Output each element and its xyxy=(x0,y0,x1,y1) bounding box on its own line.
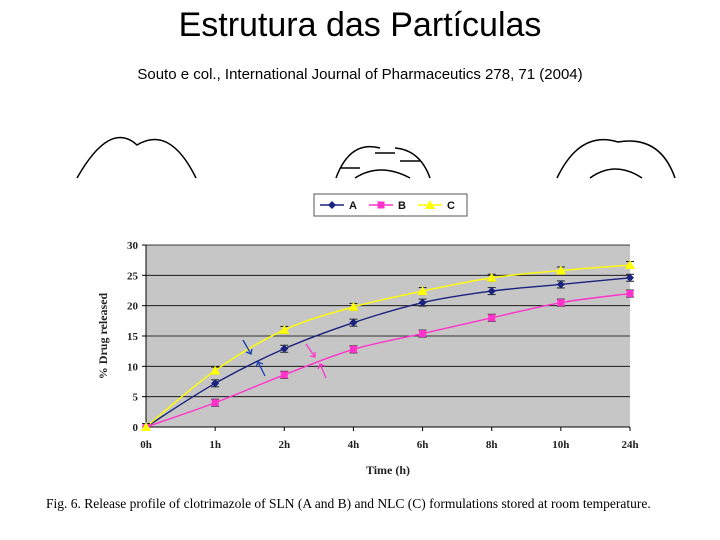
data-point-c xyxy=(625,260,635,270)
x-tick-label: 10h xyxy=(552,439,569,451)
data-point-c xyxy=(555,265,566,275)
slide-title: Estrutura das Partículas xyxy=(178,6,542,44)
particle-sketch-sln-b xyxy=(335,145,431,179)
data-point-b xyxy=(280,371,288,379)
data-point-b xyxy=(211,399,219,407)
particle-sketch-nlc xyxy=(556,138,676,179)
x-tick-label: 6h xyxy=(417,439,429,451)
data-point-b xyxy=(349,345,357,353)
x-tick-label: 4h xyxy=(348,439,360,451)
legend-label-a: A xyxy=(349,200,357,212)
y-tick-label: 20 xyxy=(127,301,139,313)
series-line-b xyxy=(145,292,631,428)
data-point-a xyxy=(349,318,358,327)
y-tick-label: 30 xyxy=(127,240,139,252)
data-point-c xyxy=(141,422,151,431)
arrow-blue-1 xyxy=(242,339,253,355)
legend-marker-b xyxy=(377,201,385,209)
arrow-pink-2 xyxy=(317,363,327,379)
data-point-a xyxy=(626,273,634,282)
data-point-c xyxy=(210,365,221,375)
legend-marker-a xyxy=(328,201,336,209)
data-point-b xyxy=(557,299,565,307)
data-point-b xyxy=(488,314,496,322)
y-tick-label: 10 xyxy=(127,361,139,373)
slide-subtitle: Souto e col., International Journal of P… xyxy=(137,66,583,83)
particle-sketch-sln-a xyxy=(76,136,197,179)
data-point-c xyxy=(486,272,497,282)
x-tick-label: 8h xyxy=(486,439,498,451)
data-point-a xyxy=(556,280,565,289)
annotation-arrows xyxy=(242,339,327,379)
legend-marker-c xyxy=(425,200,435,209)
legend-label-b: B xyxy=(398,200,406,212)
x-tick-label: 24h xyxy=(621,439,638,451)
particle-sketches xyxy=(76,136,676,179)
y-tick-label: 0 xyxy=(133,422,139,434)
data-point-c xyxy=(417,286,428,296)
data-point-a xyxy=(487,287,496,296)
x-tick-label: 2h xyxy=(278,439,290,451)
y-axis-label: % Drug released xyxy=(96,292,110,379)
y-tick-label: 25 xyxy=(127,270,139,282)
arrow-blue-2 xyxy=(255,361,266,377)
x-tick-label: 0h xyxy=(140,439,152,451)
data-point-c xyxy=(279,324,290,334)
x-tick-label: 1h xyxy=(209,439,221,451)
data-point-c xyxy=(348,301,359,311)
data-point-a xyxy=(211,379,220,388)
chart-legend: A B C xyxy=(313,193,468,217)
data-point-a xyxy=(280,344,289,353)
gridlines xyxy=(146,244,630,398)
x-axis-label: Time (h) xyxy=(366,463,410,477)
data-point-a xyxy=(418,298,427,307)
y-tick-label: 15 xyxy=(127,331,139,343)
figure-caption: Fig. 6. Release profile of clotrimazole … xyxy=(46,496,651,511)
data-point-b xyxy=(419,330,427,338)
legend-label-c: C xyxy=(447,200,455,212)
arrow-pink-1 xyxy=(305,343,316,358)
data-point-b xyxy=(626,290,634,298)
y-tick-label: 5 xyxy=(133,392,139,404)
